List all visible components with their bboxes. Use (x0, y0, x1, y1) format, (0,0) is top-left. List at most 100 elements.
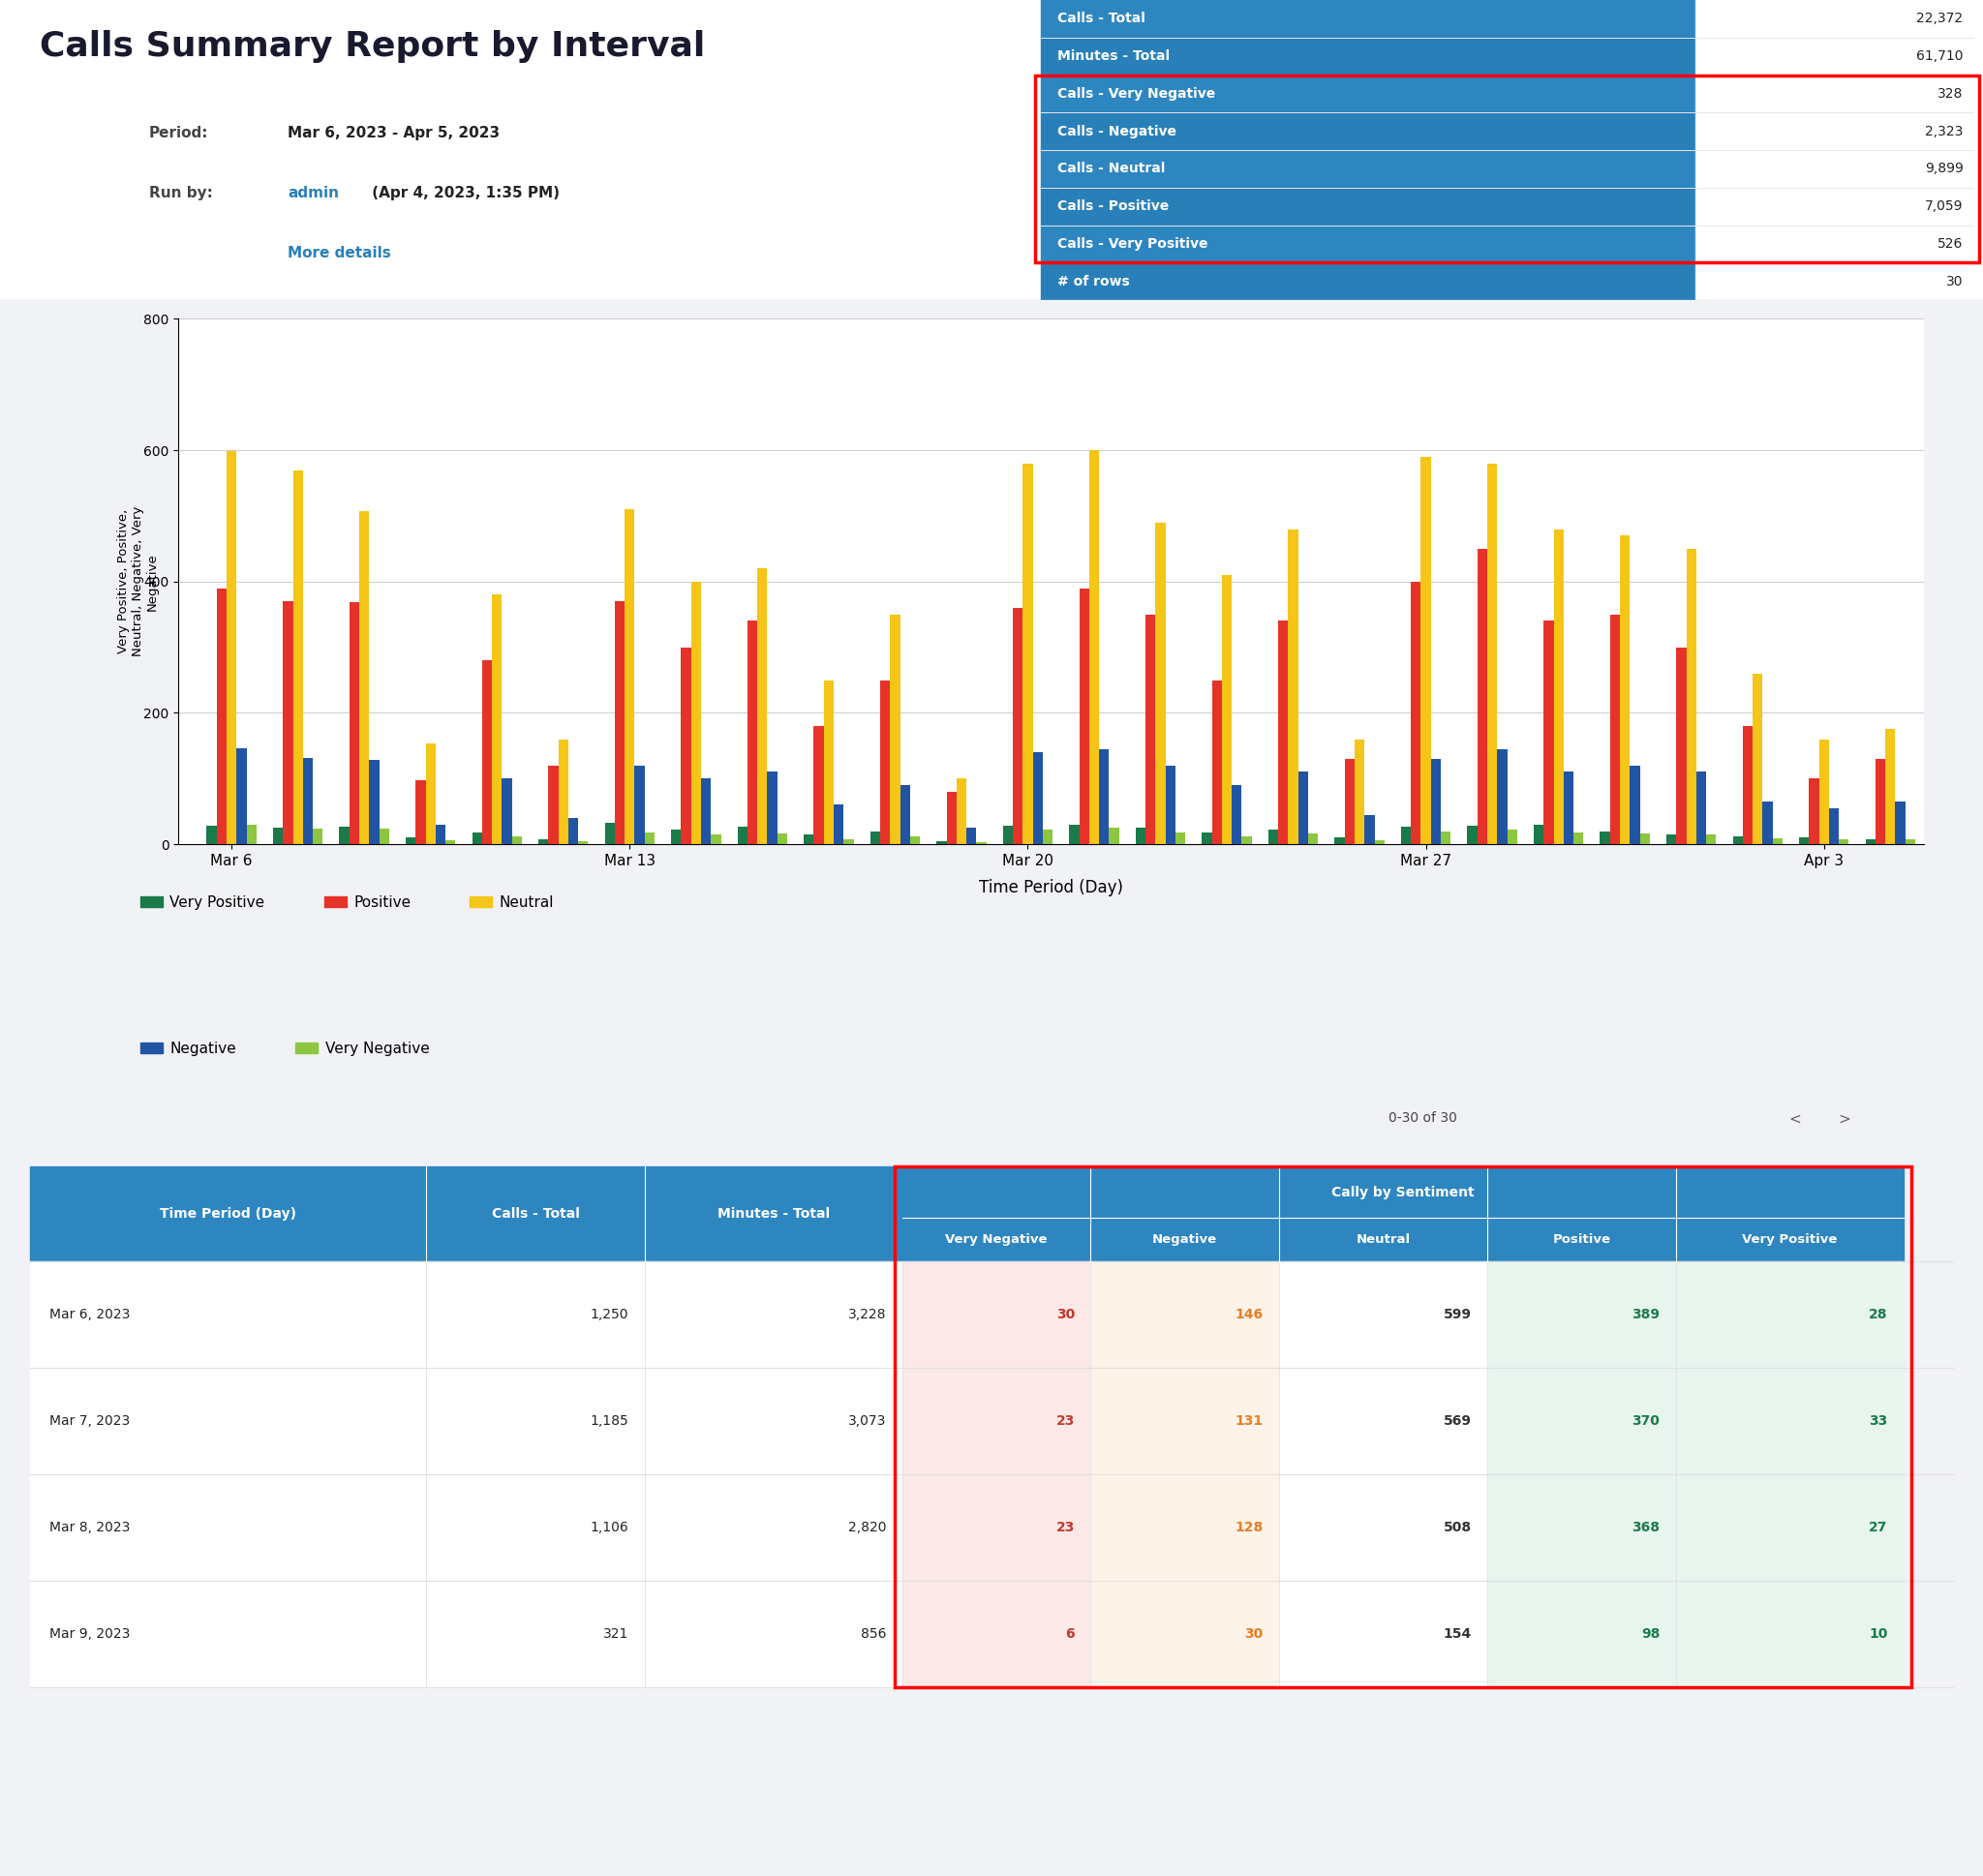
Bar (426, 1368, 644, 1475)
Bar (512, 837, 522, 844)
Bar (30, 1167, 426, 1261)
Bar (426, 1261, 644, 1368)
Bar (615, 600, 625, 844)
Bar (1364, 814, 1374, 844)
Text: 61,710: 61,710 (1916, 49, 1963, 64)
Bar (936, 840, 946, 844)
Text: 2,820: 2,820 (849, 1521, 886, 1535)
Bar (1099, 749, 1108, 844)
Text: 22,372: 22,372 (1918, 11, 1963, 26)
Text: 389: 389 (1632, 1308, 1660, 1321)
Bar (1763, 801, 1773, 844)
Text: Calls - Negative: Calls - Negative (1057, 124, 1176, 139)
Bar (1773, 839, 1783, 844)
Text: 28: 28 (1868, 1308, 1888, 1321)
Bar (1543, 621, 1553, 844)
Bar (1533, 825, 1543, 844)
Bar (902, 1580, 1091, 1687)
Bar (303, 758, 313, 844)
Bar (1089, 450, 1099, 844)
Text: Calls - Total: Calls - Total (492, 1208, 579, 1221)
Bar (1573, 833, 1584, 844)
Text: Neutral: Neutral (1356, 1233, 1410, 1246)
Bar (823, 679, 833, 844)
Bar (1279, 1580, 1487, 1687)
Bar (767, 773, 777, 844)
Bar (1487, 1218, 1676, 1261)
Bar (1733, 837, 1743, 844)
Bar (748, 621, 758, 844)
Bar (1838, 840, 1848, 844)
Text: # of rows: # of rows (1057, 274, 1128, 289)
Bar (1422, 456, 1432, 844)
Bar (1176, 833, 1186, 844)
Bar (843, 839, 853, 844)
Bar (1886, 730, 1896, 844)
Bar (1695, 188, 1973, 225)
Bar (1695, 113, 1973, 150)
Bar (1041, 263, 1695, 300)
Bar (1676, 1475, 1904, 1580)
Text: 599: 599 (1444, 1308, 1471, 1321)
Bar (1799, 837, 1808, 844)
Bar (644, 1368, 902, 1475)
Bar (30, 1475, 426, 1580)
Bar (502, 779, 512, 844)
Bar (30, 1580, 426, 1687)
Text: 98: 98 (1642, 1626, 1660, 1640)
Bar (644, 833, 654, 844)
Bar (1866, 839, 1876, 844)
Bar (1507, 829, 1517, 844)
Bar (1374, 840, 1384, 844)
Bar (246, 825, 256, 844)
Bar (1041, 0, 1695, 38)
Bar (1432, 758, 1442, 844)
Text: >: > (1838, 1112, 1850, 1126)
Bar (1041, 150, 1695, 188)
Bar (1676, 1261, 1904, 1368)
Text: Mar 6, 2023: Mar 6, 2023 (50, 1308, 131, 1321)
Text: 856: 856 (861, 1626, 886, 1640)
Text: Mar 6, 2023 - Apr 5, 2023: Mar 6, 2023 - Apr 5, 2023 (288, 126, 500, 141)
Bar (1487, 463, 1497, 844)
Text: 0-30 of 30: 0-30 of 30 (1388, 1112, 1458, 1126)
Bar (966, 827, 976, 844)
Text: 30: 30 (1245, 1626, 1263, 1640)
Bar (236, 749, 246, 844)
Bar (436, 825, 446, 844)
Bar (690, 582, 700, 844)
Text: 3,228: 3,228 (849, 1308, 886, 1321)
Bar (758, 568, 767, 844)
Bar (369, 760, 379, 844)
Bar (1289, 529, 1299, 844)
Bar (644, 1580, 902, 1687)
Bar (1354, 739, 1364, 844)
Text: 23: 23 (1057, 1521, 1075, 1535)
Bar (1069, 825, 1079, 844)
Text: More details: More details (288, 246, 391, 261)
Bar (976, 842, 986, 844)
Bar (1906, 839, 1916, 844)
Bar (1676, 1368, 1904, 1475)
Text: 154: 154 (1444, 1626, 1471, 1640)
Bar (902, 1167, 1904, 1218)
Bar (1212, 679, 1222, 844)
Bar (472, 833, 482, 844)
Bar (1041, 38, 1695, 75)
Bar (1695, 0, 1973, 38)
Bar (416, 780, 426, 844)
Bar (1695, 773, 1705, 844)
Bar (446, 840, 456, 844)
Bar (559, 739, 569, 844)
Text: 10: 10 (1870, 1626, 1888, 1640)
Bar (1412, 582, 1422, 844)
Bar (902, 1218, 1091, 1261)
Bar (1279, 1475, 1487, 1580)
Bar (1079, 589, 1089, 844)
Text: Calls - Very Negative: Calls - Very Negative (1057, 86, 1216, 101)
Text: Mar 8, 2023: Mar 8, 2023 (50, 1521, 131, 1535)
Bar (284, 600, 293, 844)
Bar (313, 829, 323, 844)
Legend: Negative, Very Negative: Negative, Very Negative (135, 1036, 436, 1062)
Text: Very Positive: Very Positive (1741, 1233, 1838, 1246)
